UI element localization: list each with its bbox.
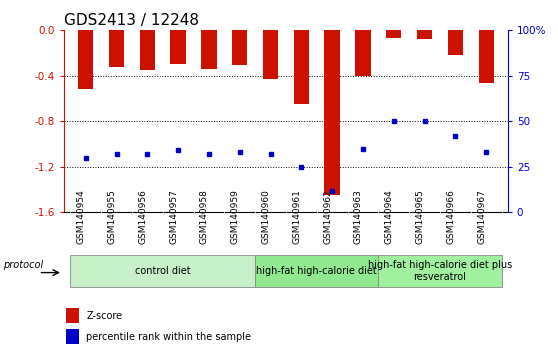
Text: control diet: control diet — [135, 266, 191, 276]
Bar — [479, 30, 494, 82]
Text: GSM140960: GSM140960 — [262, 189, 271, 244]
Text: GSM140967: GSM140967 — [477, 189, 486, 244]
Bar — [325, 30, 340, 195]
Bar — [78, 30, 93, 89]
FancyBboxPatch shape — [255, 255, 378, 287]
Bar — [355, 30, 371, 76]
Bar — [448, 30, 463, 55]
Bar — [294, 30, 309, 104]
FancyBboxPatch shape — [70, 255, 255, 287]
Text: Z-score: Z-score — [86, 311, 122, 321]
Text: GSM140954: GSM140954 — [77, 189, 86, 244]
Text: GSM140956: GSM140956 — [138, 189, 147, 244]
Text: percentile rank within the sample: percentile rank within the sample — [86, 332, 251, 342]
Text: GSM140958: GSM140958 — [200, 189, 209, 244]
Bar — [263, 30, 278, 79]
Bar — [66, 308, 79, 323]
Bar — [201, 30, 217, 69]
Text: protocol: protocol — [3, 261, 44, 270]
Text: GSM140957: GSM140957 — [169, 189, 178, 244]
Text: GSM140962: GSM140962 — [323, 189, 332, 244]
Bar — [109, 30, 124, 67]
Bar — [140, 30, 155, 70]
Bar — [417, 30, 432, 39]
Text: GSM140966: GSM140966 — [446, 189, 455, 244]
Text: GDS2413 / 12248: GDS2413 / 12248 — [64, 12, 199, 28]
Bar — [170, 30, 186, 64]
Bar — [232, 30, 247, 65]
Text: GSM140961: GSM140961 — [292, 189, 301, 244]
Text: GSM140955: GSM140955 — [108, 189, 117, 244]
FancyBboxPatch shape — [378, 255, 502, 287]
Text: high-fat high-calorie diet plus
resveratrol: high-fat high-calorie diet plus resverat… — [368, 260, 512, 282]
Text: GSM140959: GSM140959 — [231, 189, 240, 244]
Text: GSM140964: GSM140964 — [385, 189, 394, 244]
Bar — [386, 30, 402, 38]
Text: GSM140965: GSM140965 — [416, 189, 425, 244]
Text: high-fat high-calorie diet: high-fat high-calorie diet — [257, 266, 377, 276]
Bar — [66, 329, 79, 344]
Text: GSM140963: GSM140963 — [354, 189, 363, 244]
